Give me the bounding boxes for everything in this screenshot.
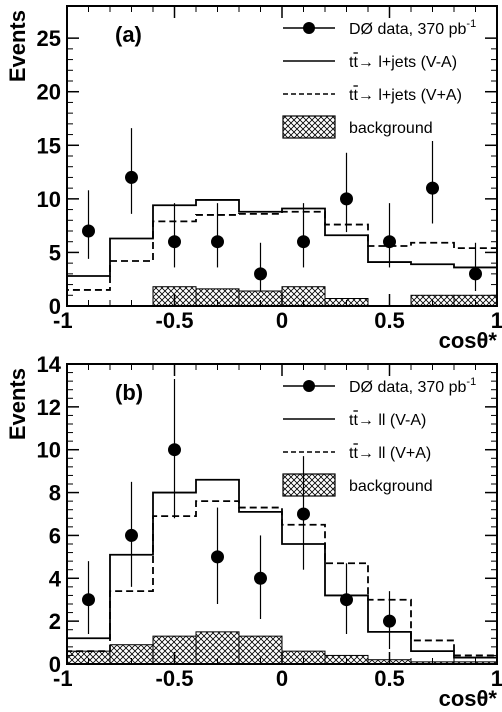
legend-entry-va: tt→ l+jets (V-A) bbox=[283, 52, 457, 71]
data-point bbox=[383, 235, 396, 249]
data-point bbox=[297, 235, 310, 249]
y-tick-label: 5 bbox=[49, 240, 61, 265]
data-point bbox=[340, 593, 353, 607]
data-point bbox=[125, 528, 138, 542]
y-tick-label: 10 bbox=[37, 438, 61, 463]
legend: DØ data, 370 pb-1 tt→ ll (V-A) tt→ ll (V… bbox=[282, 376, 476, 497]
y-tick-label: 20 bbox=[37, 80, 61, 105]
legend-label-data: DØ data, 370 pb-1 bbox=[349, 18, 476, 38]
legend-label-va: tt→ ll (V-A) bbox=[349, 412, 426, 429]
data-point bbox=[297, 507, 310, 521]
data-point bbox=[426, 181, 439, 195]
data-point bbox=[211, 235, 224, 249]
x-tick-label: 0.5 bbox=[374, 308, 405, 333]
legend-entry-background: background bbox=[282, 473, 433, 497]
y-tick-label: 2 bbox=[49, 609, 61, 634]
data-point bbox=[254, 571, 267, 585]
x-tick-label: 1 bbox=[491, 308, 502, 333]
legend-label-vpa: tt→ ll (V+A) bbox=[349, 445, 431, 462]
data-point bbox=[254, 267, 267, 281]
panel-a: 0 5 10 15 20 25 -1 -0.5 0 0.5 1 (a) Events cosθ* D… bbox=[5, 5, 502, 353]
x-axis-title: cosθ* bbox=[439, 686, 498, 711]
background-bin bbox=[238, 635, 283, 665]
data-point bbox=[168, 235, 181, 249]
legend-label-background: background bbox=[349, 478, 433, 495]
legend-entry-data: DØ data, 370 pb-1 bbox=[283, 18, 476, 38]
legend-entry-vpa: tt→ l+jets (V+A) bbox=[283, 85, 462, 104]
y-axis-title: Events bbox=[5, 368, 30, 440]
x-tick-label: 1 bbox=[491, 666, 502, 691]
legend-entry-data: DØ data, 370 pb-1 bbox=[283, 376, 476, 396]
series-vpa-step bbox=[66, 500, 497, 664]
x-tick-label: -1 bbox=[53, 666, 73, 691]
y-tick-label: 0 bbox=[49, 294, 61, 319]
legend-entry-va: tt→ ll (V-A) bbox=[283, 410, 426, 429]
legend: DØ data, 370 pb-1 tt→ l+jets (V-A) tt→ l… bbox=[282, 18, 476, 139]
data-point bbox=[168, 443, 181, 457]
panel-label: (b) bbox=[115, 380, 143, 405]
data-point bbox=[82, 224, 95, 238]
legend-entry-background: background bbox=[282, 115, 433, 139]
y-tick-label: 25 bbox=[37, 26, 61, 51]
panel-label: (a) bbox=[115, 22, 142, 47]
legend-label-data: DØ data, 370 pb-1 bbox=[349, 376, 476, 396]
y-tick-label: 12 bbox=[37, 395, 61, 420]
data-point bbox=[125, 170, 138, 184]
data-point bbox=[211, 550, 224, 564]
data-point bbox=[340, 192, 353, 206]
x-tick-label: -1 bbox=[53, 308, 73, 333]
series-vpa-step bbox=[66, 210, 497, 306]
y-tick-label: 4 bbox=[49, 566, 62, 591]
legend-label-vpa: tt→ l+jets (V+A) bbox=[349, 87, 462, 104]
legend-entry-vpa: tt→ ll (V+A) bbox=[283, 443, 431, 462]
x-axis-title: cosθ* bbox=[439, 328, 498, 353]
y-tick-label: 6 bbox=[49, 523, 61, 548]
data-point bbox=[469, 267, 482, 281]
x-tick-label: 0 bbox=[276, 308, 288, 333]
y-tick-label: 15 bbox=[37, 133, 61, 158]
x-tick-label: -0.5 bbox=[156, 666, 194, 691]
legend-label-background: background bbox=[349, 120, 433, 137]
data-point bbox=[82, 593, 95, 607]
x-tick-label: 0.5 bbox=[374, 666, 405, 691]
data-point bbox=[383, 614, 396, 628]
x-tick-label: -0.5 bbox=[156, 308, 194, 333]
x-tick-label: 0 bbox=[276, 666, 288, 691]
y-axis-title: Events bbox=[5, 10, 30, 82]
legend-label-va: tt→ l+jets (V-A) bbox=[349, 54, 457, 71]
y-tick-label: 0 bbox=[49, 652, 61, 677]
y-tick-label: 10 bbox=[37, 187, 61, 212]
y-tick-label: 14 bbox=[37, 352, 62, 377]
y-tick-label: 8 bbox=[49, 481, 61, 506]
